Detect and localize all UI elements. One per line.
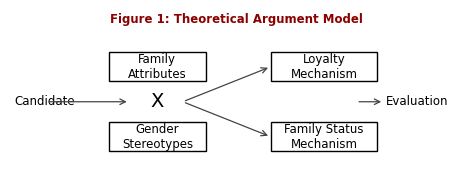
Text: Loyalty
Mechanism: Loyalty Mechanism <box>290 53 357 81</box>
Text: X: X <box>151 92 164 111</box>
FancyBboxPatch shape <box>109 52 206 81</box>
Text: Gender
Stereotypes: Gender Stereotypes <box>122 123 193 151</box>
Text: Candidate: Candidate <box>14 95 75 108</box>
FancyBboxPatch shape <box>271 122 377 151</box>
FancyBboxPatch shape <box>109 122 206 151</box>
Text: Family
Attributes: Family Attributes <box>128 53 187 81</box>
Text: Figure 1: Theoretical Argument Model: Figure 1: Theoretical Argument Model <box>110 13 362 26</box>
Text: Family Status
Mechanism: Family Status Mechanism <box>284 123 363 151</box>
Text: Evaluation: Evaluation <box>387 95 449 108</box>
FancyBboxPatch shape <box>271 52 377 81</box>
